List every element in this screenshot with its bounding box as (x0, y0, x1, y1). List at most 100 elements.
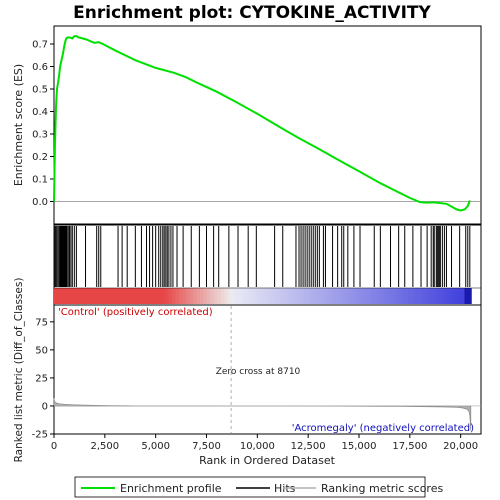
rank-xtick-label: 2,500 (91, 441, 120, 452)
es-ytick-label: 0.0 (32, 197, 48, 208)
gradient-segment (119, 288, 125, 304)
gradient-segment (161, 288, 166, 304)
gradient-segment (335, 288, 340, 304)
gradient-segment (130, 288, 135, 304)
gradient-segment (196, 288, 201, 304)
gradient-segment (425, 288, 430, 304)
gradient-segment (231, 288, 236, 304)
metric-axis-label: Ranked list metric (Diff_of_Classes) (13, 278, 25, 463)
gradient-segment (415, 288, 420, 304)
chart-title: Enrichment plot: CYTOKINE_ACTIVITY (73, 3, 431, 23)
gradient-segment (397, 288, 402, 304)
zero-cross-label: Zero cross at 8710 (216, 367, 301, 377)
gradient-segment (151, 288, 156, 304)
gradient-segment (165, 288, 170, 304)
gradient-segment (283, 288, 288, 304)
rank-xtick-label: 12,500 (291, 441, 326, 452)
gradient-segment (321, 288, 326, 304)
es-ytick-label: 0.7 (32, 40, 48, 51)
gradient-segment (102, 288, 107, 304)
gradient-segment (192, 288, 197, 304)
gradient-segment (234, 288, 239, 304)
gradient-segment (338, 288, 343, 304)
gradient-segment (352, 288, 357, 304)
enrichment-panel: 0.0 0.1 0.2 0.3 0.4 0.5 0.6 0.7 Enrichment scor… (12, 25, 482, 225)
gradient-segment (109, 288, 114, 304)
rank-xtick-label: 15,000 (342, 441, 377, 452)
gradient-segment (394, 288, 399, 304)
gradient-segment (251, 288, 257, 304)
gradient-segment (453, 288, 458, 304)
gradient-segment (328, 288, 333, 304)
gradient-segment (300, 288, 305, 304)
gradient-segment (418, 288, 423, 304)
gradient-segment (297, 288, 302, 304)
gradient-segment (279, 288, 284, 304)
gradient-segment (363, 288, 368, 304)
gradient-segment (408, 288, 413, 304)
enrichment-plot-frame (53, 25, 482, 225)
gradient-segment (88, 288, 93, 304)
legend-enrichment-label: Enrichment profile (120, 482, 222, 495)
gradient-segment (248, 288, 253, 304)
gradient-segment (456, 288, 461, 304)
gradient-segment (92, 288, 97, 304)
gradient-segment (370, 288, 375, 304)
gradient-segment (144, 288, 149, 304)
gradient-segment (383, 288, 389, 304)
gradient-segment (349, 288, 354, 304)
rank-xtick-label: 5,000 (141, 441, 170, 452)
metric-ytick-label: 75 (35, 317, 48, 328)
gradient-segment (154, 288, 159, 304)
rank-xtick-label: 7,500 (192, 441, 221, 452)
es-ytick-label: 0.3 (32, 130, 48, 141)
gradient-segment (206, 288, 211, 304)
gradient-segment (373, 288, 378, 304)
es-ytick-label: 0.5 (32, 85, 48, 96)
metric-ytick-label: -25 (32, 430, 48, 441)
gradient-segment (290, 288, 295, 304)
rank-axis-label: Rank in Ordered Dataset (199, 454, 336, 467)
positive-correlation-label: 'Control' (positively correlated) (58, 307, 213, 318)
gradient-segment (269, 288, 274, 304)
gradient-segment (175, 288, 180, 304)
gradient-segment (67, 288, 72, 304)
legend-metric-label: Ranking metric scores (321, 482, 443, 495)
enrichment-profile-line (53, 35, 471, 212)
gradient-segment (113, 288, 118, 304)
gradient-segment (366, 288, 371, 304)
hits-panel (53, 224, 482, 306)
gradient-segment (411, 288, 416, 304)
gradient-segment (245, 288, 250, 304)
es-ytick-label: 0.4 (32, 107, 48, 118)
gradient-segment (147, 288, 152, 304)
gradient-segment (137, 288, 142, 304)
gradient-segment (182, 288, 187, 304)
gradient-segment (380, 288, 385, 304)
gradient-segment (304, 288, 309, 304)
gradient-segment (168, 288, 173, 304)
gradient-segment (314, 288, 319, 304)
gradient-segment (276, 288, 281, 304)
es-ytick-label: 0.6 (32, 62, 48, 73)
gradient-segment (345, 288, 350, 304)
gradient-segment (203, 288, 208, 304)
gradient-segment (307, 288, 312, 304)
gradient-segment (74, 288, 79, 304)
gradient-segment (272, 288, 277, 304)
gradient-segment (432, 288, 437, 304)
gradient-segment (126, 288, 132, 304)
gradient-segment (123, 288, 128, 304)
gradient-segment (390, 288, 395, 304)
gradient-segment (179, 288, 184, 304)
gradient-segment (106, 288, 111, 304)
gradient-segment (449, 288, 454, 304)
gradient-segment (57, 288, 62, 304)
metric-ytick-label: 0 (42, 401, 48, 412)
gradient-segment (85, 288, 90, 304)
negative-correlation-label: 'Acromegaly' (negatively correlated) (292, 423, 474, 434)
rank-xtick-label: 0 (51, 441, 57, 452)
gradient-segment (185, 288, 191, 304)
gradient-end (464, 288, 472, 304)
